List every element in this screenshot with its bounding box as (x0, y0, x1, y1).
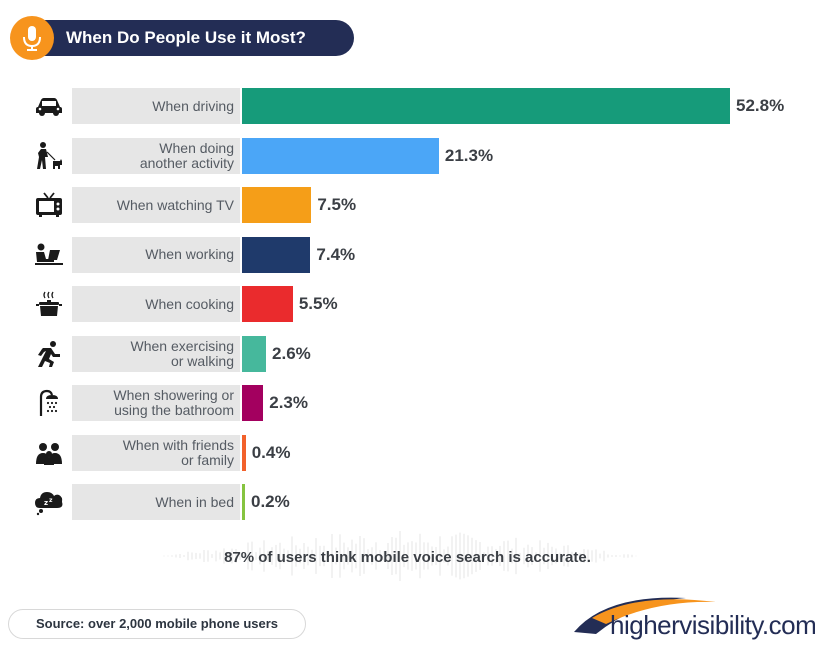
data-label: 2.6% (272, 343, 311, 363)
microphone-icon (23, 26, 41, 51)
data-label: 2.3% (269, 393, 308, 412)
chart-row: When doing another activity 21.3% (0, 137, 815, 174)
bar (242, 236, 311, 273)
soundwave-decoration (163, 530, 637, 582)
category-label: When watching TV (116, 196, 234, 213)
bar (242, 385, 264, 421)
chart-row: When showering or using the bathroom 2.3% (0, 385, 815, 421)
category-label: When cooking (145, 295, 234, 312)
car-icon (28, 88, 70, 124)
bar (242, 335, 267, 372)
logo-text: highervisibility.com (610, 610, 815, 640)
footnote: 87% of users think mobile voice search i… (224, 549, 591, 566)
source-pill: Source: over 2,000 mobile phone users (8, 609, 306, 639)
svg-text:z: z (44, 499, 48, 507)
microphone-badge (10, 16, 54, 60)
category-label: When driving (152, 97, 234, 114)
chart-row: When with friends or family 0.4% (0, 434, 815, 471)
data-label: 0.2% (251, 492, 290, 511)
category-label: When doing another activity (139, 139, 234, 171)
category-label-box: When exercising or walking (72, 335, 240, 372)
category-label: When working (145, 246, 234, 262)
source-text: Source: over 2,000 mobile phone users (35, 616, 279, 631)
category-label: When with friends or family (122, 436, 234, 468)
category-label: When showering or using the bathroom (113, 387, 234, 418)
header-pill (26, 20, 354, 56)
category-label-box: When in bed (72, 484, 240, 520)
logo[interactable]: highervisibility.com (566, 588, 815, 650)
data-label: 52.8% (736, 96, 785, 115)
bar (242, 286, 293, 322)
cooking-pot-icon (28, 286, 70, 322)
bar (242, 88, 730, 124)
chart-title: When Do People Use it Most? (66, 28, 306, 47)
data-label: 0.4% (251, 442, 291, 462)
chart-row: When cooking 5.5% (0, 286, 815, 322)
data-label: 7.4% (316, 244, 356, 264)
bar (242, 187, 312, 223)
bar (242, 137, 439, 174)
chart-row: z z When in bed 0.2% (0, 484, 815, 520)
running-person-icon (28, 335, 70, 372)
bar (242, 484, 245, 520)
chart-row: When watching TV 7.5% (0, 187, 815, 223)
chart-row: When driving 52.8% (0, 88, 815, 124)
person-at-laptop-icon (28, 236, 70, 273)
person-walking-dog-icon (28, 137, 70, 174)
category-label-box: When working (72, 236, 240, 273)
logo-swoosh-icon (574, 597, 716, 634)
category-label-box: When doing another activity (72, 137, 240, 174)
people-group-icon (28, 434, 70, 471)
category-label-box: When watching TV (72, 187, 240, 223)
chart-header: When Do People Use it Most? (10, 16, 355, 62)
category-label-box: When cooking (72, 286, 240, 322)
category-label-box: When showering or using the bathroom (72, 385, 240, 421)
bar (242, 434, 246, 471)
data-label: 7.5% (317, 195, 357, 214)
chart-row: When exercising or walking 2.6% (0, 335, 815, 372)
category-label: When exercising or walking (130, 337, 235, 369)
data-label: 5.5% (298, 294, 338, 313)
chart-row: When working 7.4% (0, 236, 815, 273)
data-label: 21.3% (444, 145, 494, 165)
category-label: When in bed (155, 493, 234, 510)
svg-text:z: z (49, 497, 53, 504)
category-label-box: When driving (72, 88, 240, 124)
tv-icon (28, 187, 70, 223)
bar-chart: When driving 52.8% When doing another acti… (0, 88, 815, 520)
category-label-box: When with friends or family (72, 434, 240, 471)
shower-icon (28, 385, 70, 421)
